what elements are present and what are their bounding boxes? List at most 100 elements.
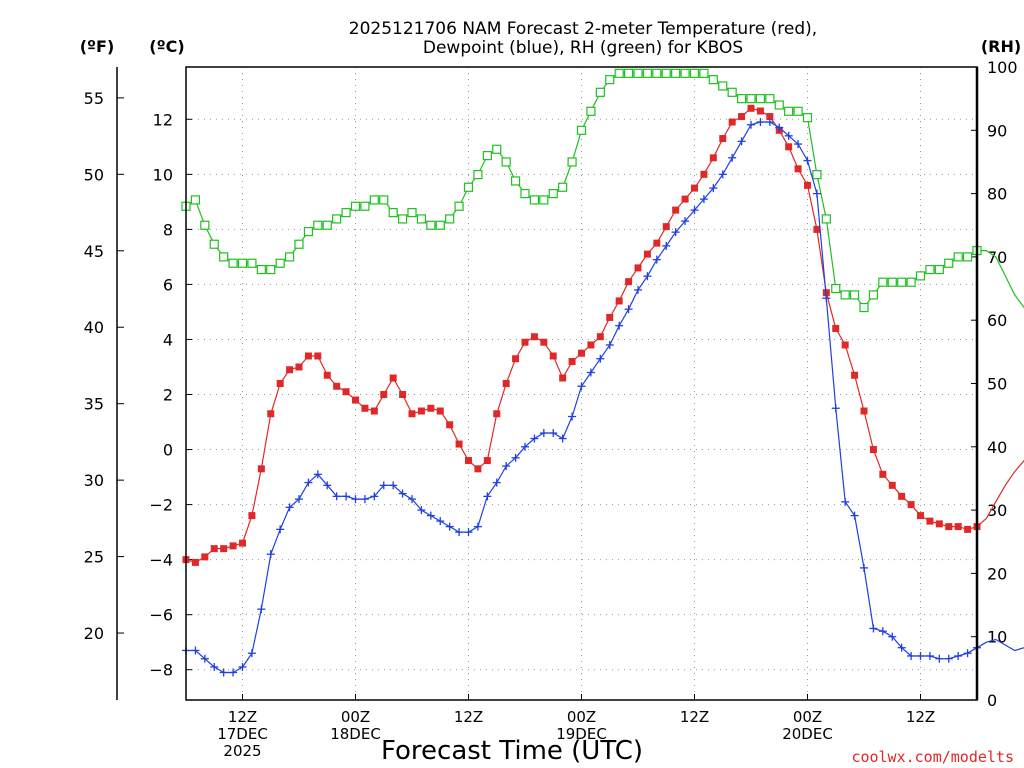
rh-tick-label: 10 [987, 628, 1007, 647]
data-point [407, 207, 417, 218]
data-point [239, 539, 246, 547]
data-point [266, 264, 276, 275]
data-point [408, 410, 416, 418]
data-point [313, 220, 323, 230]
data-point [926, 517, 934, 525]
data-point [860, 407, 868, 415]
data-point [256, 264, 266, 275]
fahrenheit-unit-label: (ºF) [80, 37, 115, 56]
data-point [408, 495, 416, 504]
data-point [219, 252, 229, 262]
x-tick-label: 12Z [228, 708, 257, 726]
series-relative-humidity [181, 68, 1024, 313]
data-point [596, 333, 604, 341]
data-point [944, 258, 954, 268]
data-point [276, 380, 284, 387]
data-point [201, 553, 209, 561]
data-point [643, 250, 651, 258]
data-point [634, 264, 642, 272]
series-temperature [182, 104, 1024, 566]
data-point [614, 68, 624, 78]
data-point [812, 189, 821, 198]
data-point [295, 495, 303, 504]
data-point [350, 201, 361, 211]
data-point [530, 333, 538, 341]
fahrenheit-tick-label: 25 [84, 548, 104, 567]
fahrenheit-axis-ticks: 20 25 30 35 40 45 50 55 [84, 89, 124, 643]
data-point [747, 104, 755, 112]
data-point [266, 550, 275, 559]
data-point [380, 391, 388, 399]
data-point [577, 382, 586, 391]
rh-unit-label: (RH) [981, 37, 1021, 56]
data-point [493, 410, 501, 418]
data-point [492, 478, 501, 487]
data-point [360, 495, 369, 504]
data-point [313, 470, 322, 479]
data-point [934, 264, 944, 275]
data-point [351, 495, 360, 504]
data-point [454, 201, 464, 211]
rh-tick-label: 90 [987, 121, 1007, 140]
data-point [501, 157, 511, 167]
data-point [728, 153, 737, 162]
x-tick-label: 00Z [341, 708, 370, 726]
data-point [831, 283, 841, 294]
x-tick-label: 17DEC [217, 725, 268, 743]
data-point [482, 151, 492, 161]
celsius-tick-label: −6 [149, 606, 173, 625]
data-point [342, 388, 350, 396]
data-point [209, 239, 219, 249]
data-point [822, 294, 831, 303]
data-point [238, 662, 247, 671]
celsius-tick-label: −2 [149, 496, 173, 515]
data-point [689, 68, 700, 78]
x-tick-label: 19DEC [556, 725, 607, 743]
data-point [727, 87, 737, 97]
x-tick-label: 18DEC [330, 725, 381, 743]
data-point [388, 207, 398, 218]
chart-title-line-1: 2025121706 NAM Forecast 2-meter Temperat… [349, 19, 817, 39]
data-point [379, 195, 389, 205]
data-point [502, 462, 511, 471]
data-point [831, 404, 840, 413]
x-axis-title: Forecast Time (UTC) [381, 736, 643, 766]
data-point [851, 371, 859, 379]
rh-tick-label: 100 [987, 58, 1018, 77]
data-point [802, 113, 813, 123]
data-point [765, 118, 774, 127]
data-point [606, 313, 614, 321]
data-point [427, 404, 435, 412]
data-point [304, 352, 312, 360]
credit-text: coolwx.com/modelts [851, 748, 1014, 766]
data-point [586, 368, 595, 377]
data-point [370, 407, 378, 415]
data-point [568, 412, 577, 421]
data-point [512, 355, 520, 363]
fahrenheit-tick-label: 20 [84, 624, 104, 643]
data-point [681, 217, 690, 226]
data-point [935, 520, 943, 528]
data-point [436, 517, 445, 526]
data-point [520, 189, 530, 199]
x-tick-label: 12Z [906, 708, 935, 726]
data-point [954, 523, 962, 531]
data-point [275, 258, 285, 268]
data-point [229, 668, 238, 677]
data-point [859, 302, 869, 313]
rh-tick-label: 60 [987, 311, 1007, 330]
data-point [379, 481, 388, 490]
data-point [634, 285, 642, 294]
data-point [953, 252, 963, 262]
data-point [860, 563, 868, 572]
data-point [248, 512, 256, 520]
data-point [295, 363, 303, 371]
data-point [304, 478, 313, 487]
data-point [332, 492, 341, 501]
data-point [794, 165, 802, 173]
data-point [813, 225, 821, 233]
data-point [747, 120, 755, 129]
data-point [465, 457, 472, 465]
data-point [794, 140, 803, 149]
